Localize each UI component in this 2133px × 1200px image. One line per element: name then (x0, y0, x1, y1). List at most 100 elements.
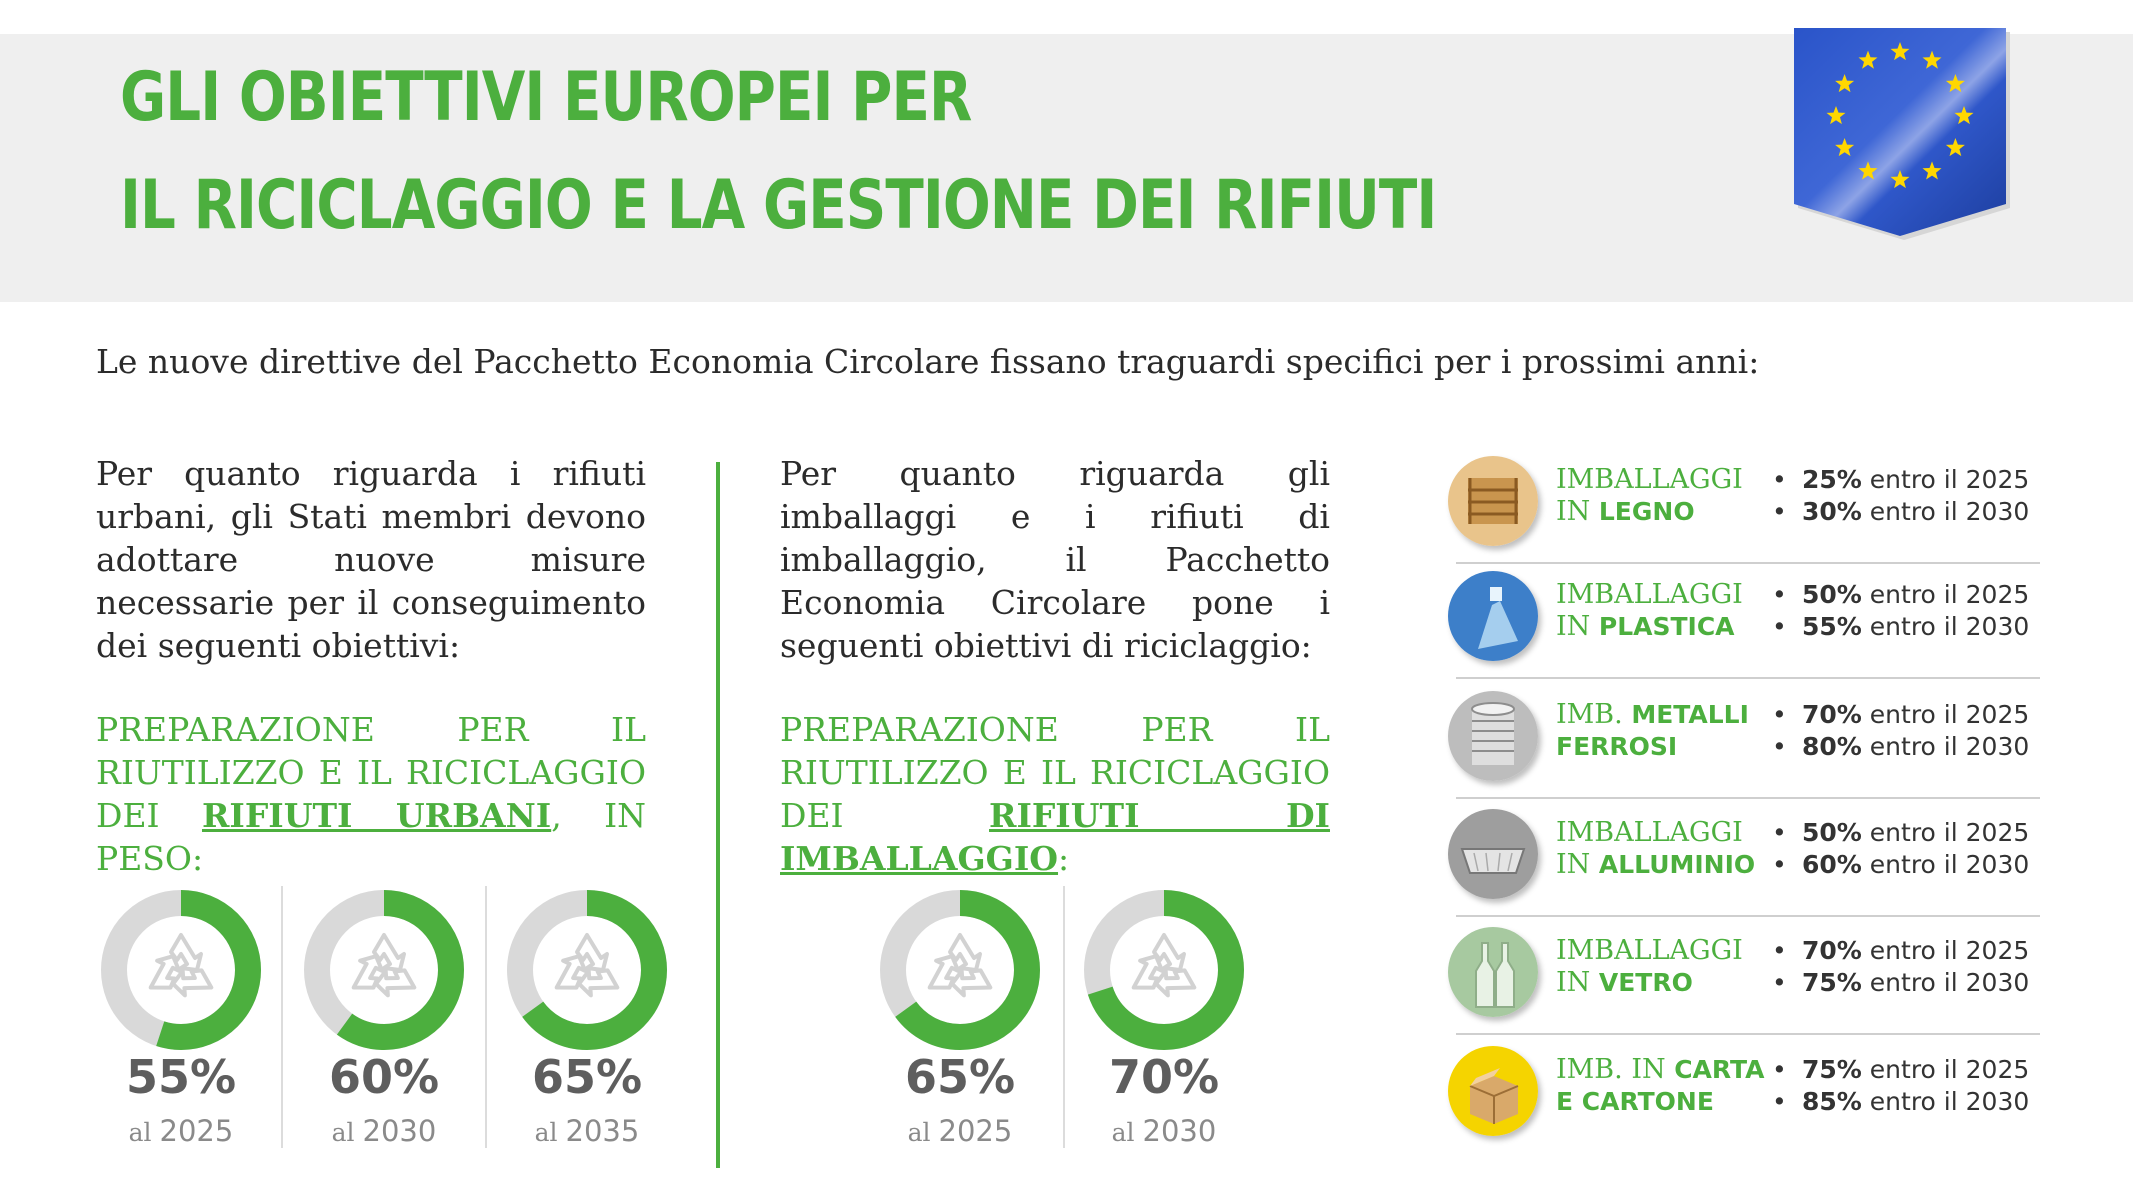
wooden-crate-icon (1448, 456, 1538, 546)
donut-progress-arc (880, 890, 1040, 1050)
cardboard-box-icon (1448, 1046, 1538, 1136)
recycle-icon (927, 933, 993, 998)
page-title-line-1: GLI OBIETTIVI EUROPEI PER (120, 58, 972, 137)
packaging-heading: PREPARAZIONE PER IL RIUTILIZZO E IL RICI… (780, 708, 1330, 880)
material-target-percent: 70% (1802, 936, 1862, 965)
target-percent: 70% (1108, 1050, 1220, 1104)
recycle-icon (554, 933, 620, 998)
material-label-emphasis: CARTA (1674, 1055, 1765, 1084)
flag-star-icon (1858, 50, 1878, 69)
target-year: al 2025 (79, 1114, 283, 1148)
material-target-item: 75% entro il 2025 (1772, 1054, 2029, 1086)
row-divider (1456, 1033, 2040, 1035)
target-year-prefix: al (534, 1118, 566, 1147)
material-label-emphasis: METALLI (1631, 700, 1749, 729)
column-divider (716, 462, 720, 1168)
material-label-name: FERROSI (1556, 732, 1678, 761)
packaging-heading-post: : (1058, 839, 1070, 878)
material-target-deadline: entro il 2030 (1861, 497, 2030, 526)
material-label-connector: IN (1556, 611, 1599, 642)
target-percent: 60% (328, 1050, 440, 1104)
material-target-item: 80% entro il 2030 (1772, 731, 2029, 763)
material-target-percent: 70% (1802, 700, 1862, 729)
material-label-prefix: IMB. IN (1556, 1054, 1675, 1085)
target-year: al 2035 (485, 1114, 689, 1148)
material-target-deadline: entro il 2025 (1861, 936, 2030, 965)
material-label-prefix: IMBALLAGGI (1556, 579, 1743, 610)
urban-heading-pre: PREPARAZIONE PER IL RIUTILIZZO E IL RICI… (96, 710, 646, 835)
material-label-prefix: IMBALLAGGI (1556, 817, 1743, 848)
urban-waste-heading: PREPARAZIONE PER IL RIUTILIZZO E IL RICI… (96, 708, 646, 880)
plastic-bottle-icon (1448, 571, 1538, 661)
target-year: al 2025 (858, 1114, 1062, 1148)
material-label: IMBALLAGGI IN ALLUMINIO (1556, 817, 1756, 881)
header-band (0, 34, 2133, 302)
recycle-icon (1131, 933, 1197, 998)
target-year-value: 2025 (159, 1114, 234, 1148)
urban-heading-post: , IN PESO: (96, 796, 646, 878)
material-target-deadline: entro il 2025 (1861, 580, 2030, 609)
target-percent: 65% (904, 1050, 1016, 1104)
target-year: al 2030 (282, 1114, 486, 1148)
material-target-deadline: entro il 2025 (1861, 1055, 2030, 1084)
donut-progress-arc (101, 890, 261, 1050)
target-year-value: 2035 (565, 1114, 640, 1148)
material-label-prefix: IMB. (1556, 699, 1632, 730)
material-label: IMBALLAGGI IN VETRO (1556, 935, 1756, 999)
material-target-percent: 85% (1802, 1087, 1862, 1116)
material-targets: 70% entro il 202580% entro il 2030 (1772, 699, 2029, 763)
flag-star-icon (1835, 138, 1855, 157)
material-targets: 25% entro il 202530% entro il 2030 (1772, 464, 2029, 528)
target-percent: 65% (531, 1050, 643, 1104)
material-label-name: VETRO (1598, 968, 1693, 997)
material-target-percent: 75% (1802, 968, 1862, 997)
progress-donut (880, 890, 1040, 1050)
material-label-prefix: IMBALLAGGI (1556, 935, 1743, 966)
material-target-percent: 30% (1802, 497, 1862, 526)
material-target-deadline: entro il 2025 (1861, 818, 2030, 847)
material-label-connector: IN (1556, 496, 1599, 527)
material-target-deadline: entro il 2025 (1861, 465, 2030, 494)
target-year-prefix: al (128, 1118, 160, 1147)
material-target-item: 50% entro il 2025 (1772, 579, 2029, 611)
row-divider (1456, 915, 2040, 917)
material-target-deadline: entro il 2030 (1861, 968, 2030, 997)
material-label-name: LEGNO (1598, 497, 1695, 526)
flag-star-icon (1922, 161, 1942, 180)
flag-star-icon (1890, 170, 1910, 189)
urban-waste-text: Per quanto riguarda i rifiuti urbani, gl… (96, 454, 646, 665)
flag-star-icon (1835, 74, 1855, 93)
donut-separator (485, 886, 487, 1148)
donut-progress-arc (304, 890, 464, 1050)
material-label: IMBALLAGGI IN PLASTICA (1556, 579, 1756, 643)
material-target-percent: 55% (1802, 612, 1862, 641)
flag-star-icon (1858, 161, 1878, 180)
material-targets: 75% entro il 202585% entro il 2030 (1772, 1054, 2029, 1118)
packaging-text: Per quanto riguarda gli imballaggi e i r… (780, 454, 1330, 665)
progress-donut (101, 890, 261, 1050)
packaging-heading-pre: PREPARAZIONE PER IL RIUTILIZZO E IL RICI… (780, 710, 1330, 835)
material-label-prefix: IMBALLAGGI (1556, 464, 1743, 495)
material-target-item: 60% entro il 2030 (1772, 849, 2029, 881)
material-target-percent: 50% (1802, 818, 1862, 847)
material-target-deadline: entro il 2025 (1861, 700, 2030, 729)
material-row: IMB. IN CARTA E CARTONE 75% entro il 20258… (1440, 1036, 2044, 1154)
flag-star-icon (1954, 106, 1974, 125)
material-row: IMB. METALLI FERROSI 70% entro il 202580% … (1440, 681, 2044, 799)
target-year-prefix: al (907, 1118, 939, 1147)
material-target-deadline: entro il 2030 (1861, 612, 2030, 641)
material-label: IMBALLAGGI IN LEGNO (1556, 464, 1756, 528)
material-targets: 50% entro il 202555% entro il 2030 (1772, 579, 2029, 643)
target-year-prefix: al (331, 1118, 363, 1147)
material-target-item: 85% entro il 2030 (1772, 1086, 2029, 1118)
donut-progress-arc (507, 890, 667, 1050)
row-divider (1456, 797, 2040, 799)
material-target-item: 70% entro il 2025 (1772, 935, 2029, 967)
donut-progress-arc (1084, 890, 1244, 1050)
donut-separator (1063, 886, 1065, 1148)
material-target-deadline: entro il 2030 (1861, 850, 2030, 879)
material-label-name: E CARTONE (1556, 1087, 1714, 1116)
glass-bottle-icon (1448, 927, 1538, 1017)
